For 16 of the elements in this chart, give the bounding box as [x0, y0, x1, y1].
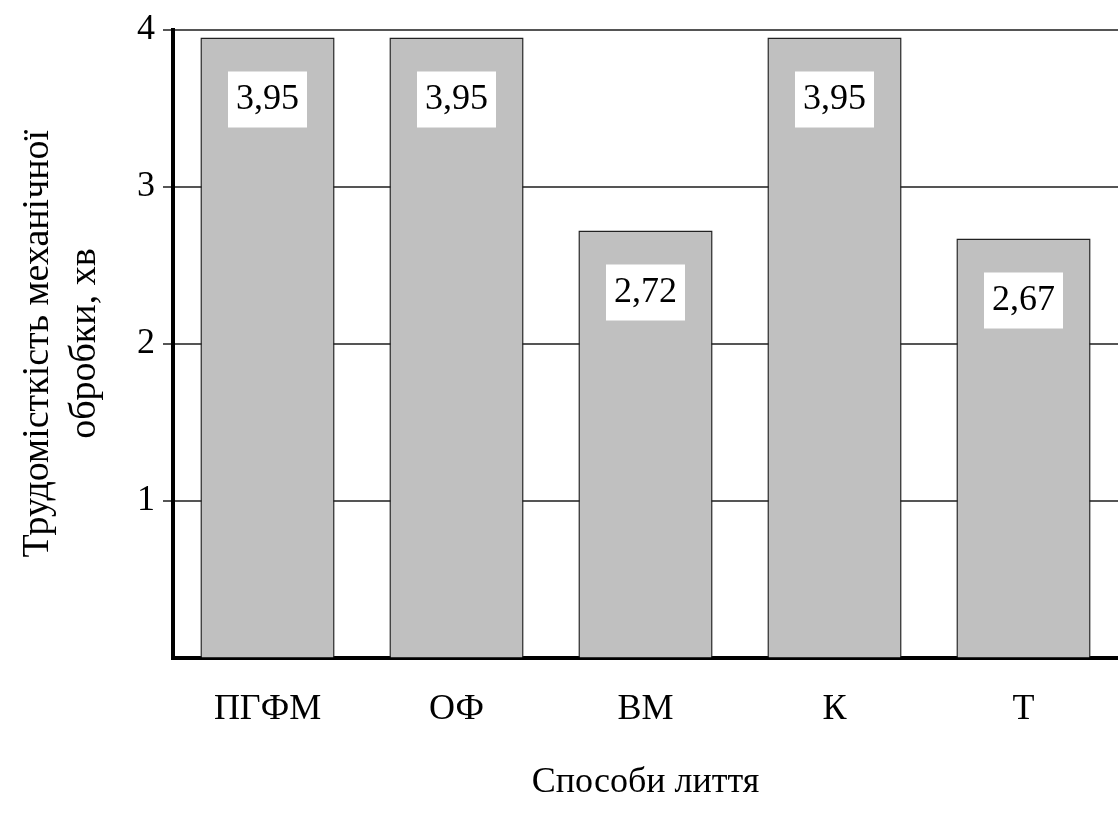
x-axis-title: Способи лиття — [531, 759, 760, 800]
data-label: 2,72 — [614, 270, 677, 311]
x-tick-label: ОФ — [429, 686, 484, 727]
data-label: 3,95 — [803, 76, 866, 117]
y-tick-label: 1 — [137, 478, 155, 519]
y-tick-label: 4 — [137, 7, 155, 48]
x-tick-label: ПГФМ — [213, 686, 322, 727]
y-tick-label: 2 — [137, 321, 155, 362]
x-tick-label: ВМ — [617, 686, 674, 727]
data-label: 3,95 — [236, 76, 299, 117]
data-label: 2,67 — [992, 277, 1055, 318]
y-axis-title: Трудомісткість механічної обробки, хв — [13, 129, 104, 558]
x-tick-label: Т — [1012, 686, 1035, 727]
x-tick-label: К — [822, 686, 848, 727]
y-tick-label: 3 — [137, 164, 155, 205]
data-label: 3,95 — [425, 76, 488, 117]
